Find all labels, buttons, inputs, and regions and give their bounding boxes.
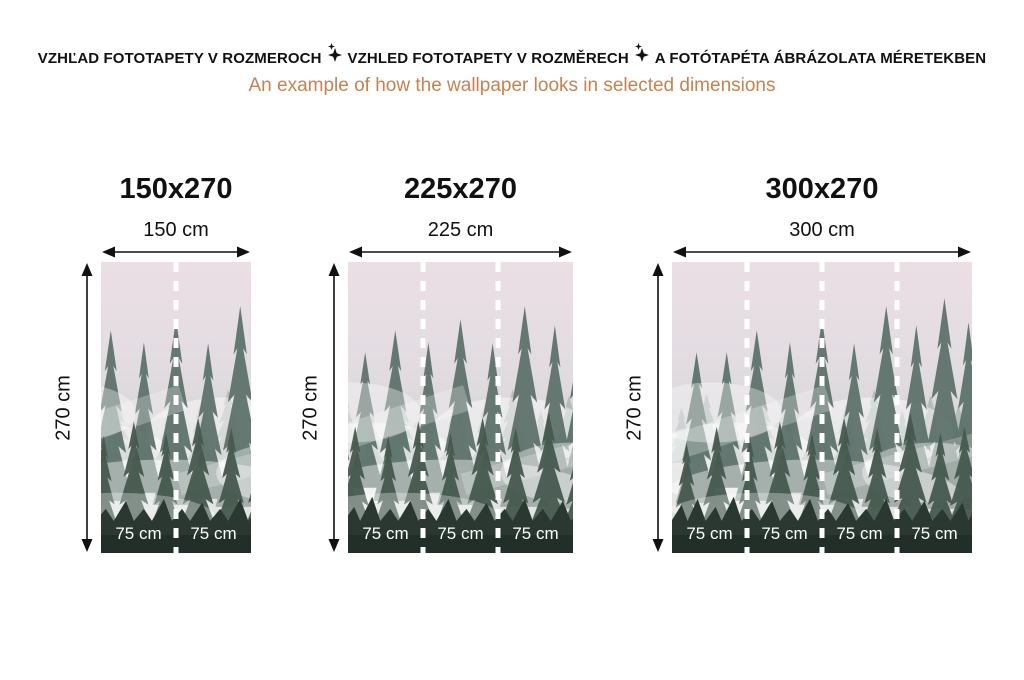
height-label: 270 cm [623,374,646,441]
panel-title: 225x270 [404,173,517,205]
segment-width-label: 75 cm [911,524,958,543]
segment-width-label: 75 cm [836,524,883,543]
sparkle-icon [634,43,650,66]
height-label-wrap: 270 cm [298,262,324,553]
height-label-wrap: 270 cm [51,262,77,553]
page-header: VZHĽAD FOTOTAPETY V ROZMEROCH VZHLED FOT… [0,0,1024,97]
sparkle-icon [327,43,343,66]
header-title-hu: A FOTÓTAPÉTA ÁBRÁZOLATA MÉRETEKBEN [654,50,987,67]
height-label-wrap: 270 cm [622,262,648,553]
height-label: 270 cm [52,374,75,441]
segment-width-label: 75 cm [761,524,808,543]
panel-225x270: 225x270 225 cm 270 cm 75 cm [298,173,573,553]
segment-width-label: 75 cm [190,524,237,543]
segment-width-label: 75 cm [362,524,409,543]
seam-dashed-line [173,262,179,553]
panel-300x270: 300x270 300 cm 270 cm 75 c [622,173,972,553]
height-arrow [652,263,664,552]
wallpaper-preview: 75 cm 75 cm 75 cm [348,262,573,553]
segment-width-label: 75 cm [437,524,484,543]
width-label: 150 cm [143,219,209,241]
forest-image [348,262,573,553]
width-label: 300 cm [789,219,855,241]
width-arrow [673,246,971,258]
seam-dashed-line [420,262,426,553]
seam-dashed-line [819,262,825,553]
panel-150x270: 150x270 150 cm 270 cm 75 cm 75 cm [51,173,251,553]
height-arrow [81,263,93,552]
height-label: 270 cm [299,374,322,441]
header-title-sk: VZHĽAD FOTOTAPETY V ROZMEROCH [37,50,322,67]
width-arrow [102,246,250,258]
seam-dashed-line [744,262,750,553]
header-title-row: VZHĽAD FOTOTAPETY V ROZMEROCH VZHLED FOT… [0,0,1024,67]
segment-width-label: 75 cm [512,524,559,543]
segment-width-label: 75 cm [686,524,733,543]
panel-title: 300x270 [765,173,879,205]
wallpaper-preview: 75 cm 75 cm 75 cm 75 cm [672,262,972,553]
seam-dashed-line [495,262,501,553]
width-label: 225 cm [427,219,494,241]
page-subtitle: An example of how the wallpaper looks in… [248,75,776,96]
segment-width-label: 75 cm [115,524,162,543]
height-arrow [328,263,340,552]
header-title-cz: VZHLED FOTOTAPETY V ROZMĚRECH [347,50,629,67]
wallpaper-preview: 75 cm 75 cm [101,262,251,553]
seam-dashed-line [894,262,900,553]
panel-title: 150x270 [119,173,233,205]
width-arrow [349,246,572,258]
